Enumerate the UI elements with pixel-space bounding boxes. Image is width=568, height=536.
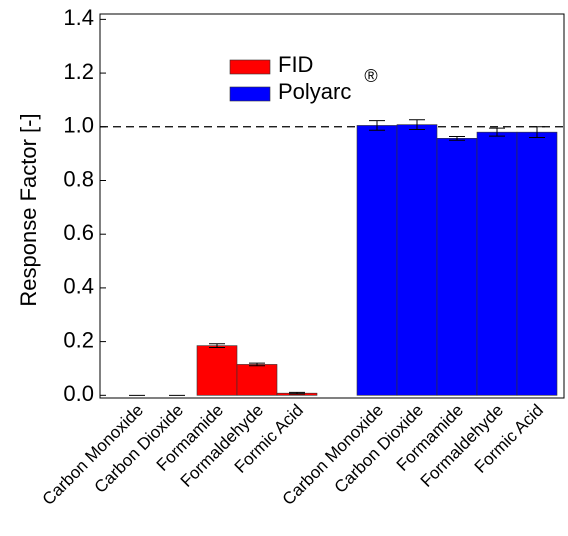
legend-swatch xyxy=(229,86,271,102)
error-bar xyxy=(409,119,425,130)
error-bar xyxy=(449,135,465,141)
bar xyxy=(396,124,438,396)
error-bar xyxy=(489,127,505,137)
y-tick-label: 0.4 xyxy=(63,274,94,299)
bar xyxy=(356,125,398,396)
error-bar xyxy=(289,391,305,395)
bar xyxy=(236,364,278,396)
y-axis-label: Response Factor [-] xyxy=(16,113,41,306)
y-tick-label: 0.6 xyxy=(63,220,94,245)
legend-label: FID xyxy=(278,52,313,77)
bar xyxy=(516,131,558,396)
annotation: ® xyxy=(364,66,377,86)
y-tick-label: 0.8 xyxy=(63,166,94,191)
bar xyxy=(436,138,478,396)
error-bar xyxy=(209,343,225,349)
error-bar xyxy=(369,120,385,131)
bar xyxy=(196,345,238,396)
y-tick-label: 0.2 xyxy=(63,327,94,352)
y-tick-label: 1.0 xyxy=(63,113,94,138)
y-tick-label: 1.2 xyxy=(63,59,94,84)
legend-swatch xyxy=(229,59,271,75)
bar xyxy=(476,131,518,396)
y-tick-label: 1.4 xyxy=(63,5,94,30)
error-bar xyxy=(249,362,265,367)
y-tick-label: 0.0 xyxy=(63,381,94,406)
error-bar xyxy=(529,126,545,139)
plot-frame xyxy=(99,13,565,399)
legend-label: Polyarc xyxy=(278,79,351,104)
